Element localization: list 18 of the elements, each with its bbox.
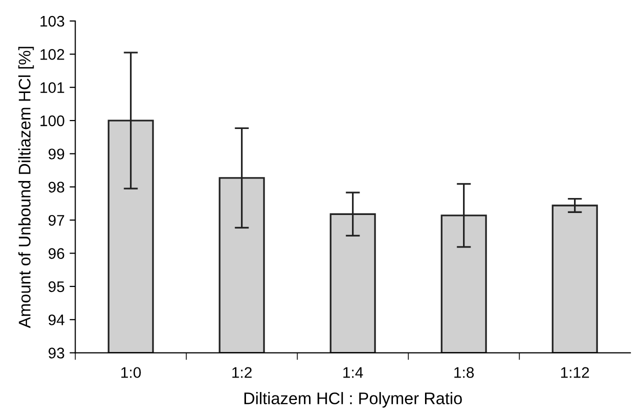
y-tick-label: 95: [48, 281, 64, 292]
y-tick-label: 93: [48, 348, 64, 358]
y-tick-label: 94: [48, 314, 64, 326]
x-tick-label: 1:12: [561, 367, 589, 378]
y-tick-label: 102: [40, 49, 64, 60]
x-axis-title: Diltiazem HCl : Polymer Ratio: [244, 392, 462, 408]
x-tick-label: 1:8: [454, 367, 474, 378]
y-axis-title: Amount of Unbound Diltiazem HCl [%]: [18, 46, 34, 328]
y-tick-label: 99: [48, 148, 64, 160]
y-tick-label: 100: [40, 115, 64, 126]
x-tick-label: 1:0: [121, 367, 141, 378]
x-tick-label: 1:4: [343, 367, 363, 378]
y-tick-label: 101: [40, 82, 64, 94]
y-tick-label: 103: [40, 16, 64, 27]
y-tick-label: 97: [48, 214, 64, 226]
y-tick-label: 98: [48, 182, 64, 193]
x-tick-label: 1:2: [232, 367, 252, 378]
y-tick-label: 96: [48, 248, 64, 259]
